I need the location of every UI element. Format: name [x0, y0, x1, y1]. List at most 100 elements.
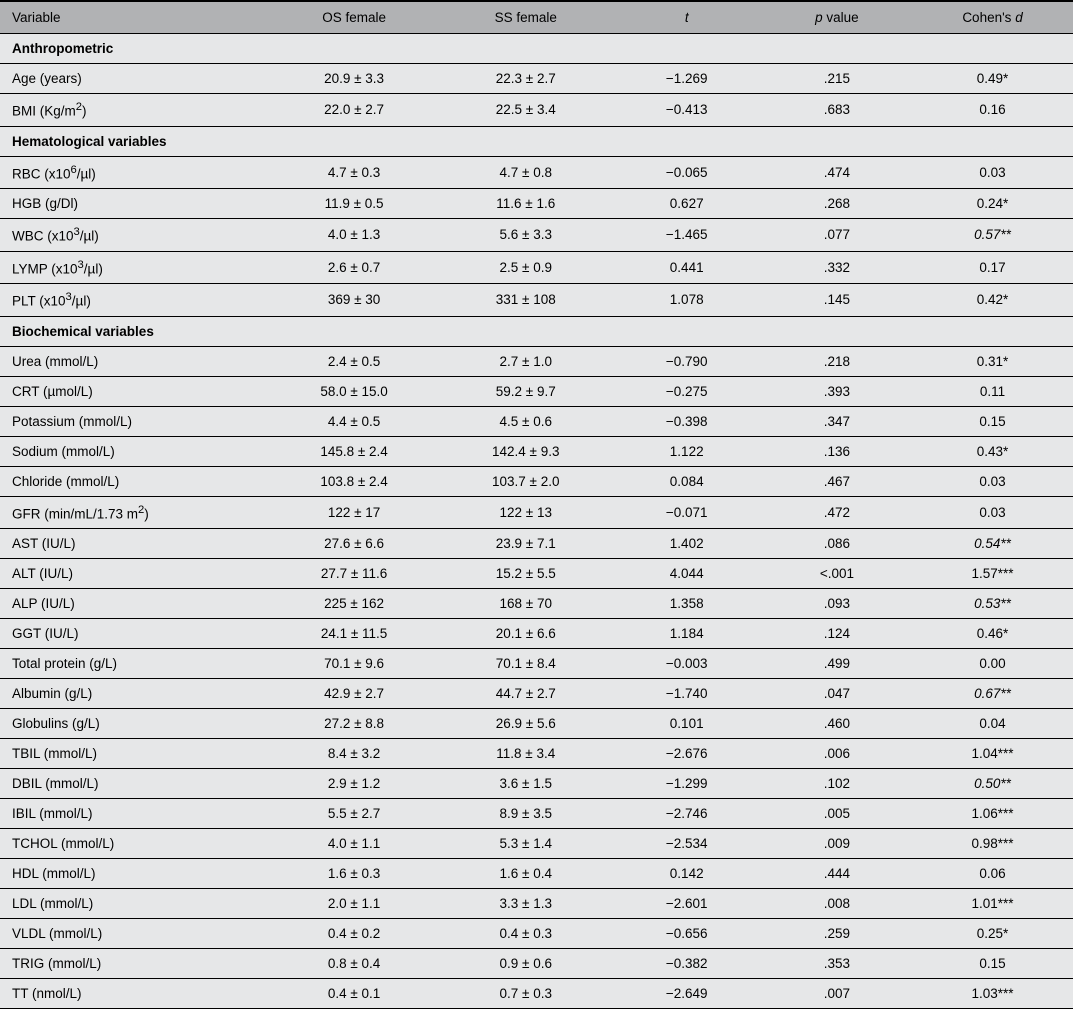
cell-p: .047	[762, 679, 912, 709]
cell-cohens-d: 0.00	[912, 649, 1073, 679]
cell-p: .268	[762, 189, 912, 219]
cell-cohens-d: 1.01***	[912, 889, 1073, 919]
cell-variable: GGT (IU/L)	[0, 619, 268, 649]
table-row: RBC (x106/µl)4.7 ± 0.34.7 ± 0.8−0.065.47…	[0, 156, 1073, 189]
cell-ss: 15.2 ± 5.5	[440, 559, 612, 589]
cell-ss: 20.1 ± 6.6	[440, 619, 612, 649]
section-title: Anthropometric	[0, 34, 1073, 64]
col-cohens-d: Cohen's d	[912, 1, 1073, 34]
cell-cohens-d: 0.46*	[912, 619, 1073, 649]
cell-variable: AST (IU/L)	[0, 529, 268, 559]
cell-cohens-d: 0.17	[912, 251, 1073, 284]
section-title: Biochemical variables	[0, 316, 1073, 346]
cell-os: 0.4 ± 0.2	[268, 919, 440, 949]
cell-os: 145.8 ± 2.4	[268, 436, 440, 466]
cell-t: 1.184	[612, 619, 762, 649]
cell-p: .086	[762, 529, 912, 559]
cell-variable: Albumin (g/L)	[0, 679, 268, 709]
cell-cohens-d: 0.03	[912, 156, 1073, 189]
cell-variable: BMI (Kg/m2)	[0, 94, 268, 127]
cell-cohens-d: 0.25*	[912, 919, 1073, 949]
cell-ss: 4.5 ± 0.6	[440, 406, 612, 436]
cell-variable: ALT (IU/L)	[0, 559, 268, 589]
table-row: TBIL (mmol/L)8.4 ± 3.211.8 ± 3.4−2.676.0…	[0, 739, 1073, 769]
cell-os: 27.7 ± 11.6	[268, 559, 440, 589]
col-variable: Variable	[0, 1, 268, 34]
cell-cohens-d: 0.50**	[912, 769, 1073, 799]
cell-ss: 11.8 ± 3.4	[440, 739, 612, 769]
cell-p: .077	[762, 219, 912, 252]
table-row: HGB (g/Dl)11.9 ± 0.511.6 ± 1.60.627.2680…	[0, 189, 1073, 219]
cell-ss: 11.6 ± 1.6	[440, 189, 612, 219]
cell-p: .215	[762, 64, 912, 94]
cell-cohens-d: 0.54**	[912, 529, 1073, 559]
cell-t: 1.358	[612, 589, 762, 619]
cell-cohens-d: 0.53**	[912, 589, 1073, 619]
cell-ss: 168 ± 70	[440, 589, 612, 619]
cell-os: 225 ± 162	[268, 589, 440, 619]
cell-os: 4.4 ± 0.5	[268, 406, 440, 436]
cell-p: .093	[762, 589, 912, 619]
cell-os: 369 ± 30	[268, 284, 440, 317]
cell-variable: Potassium (mmol/L)	[0, 406, 268, 436]
cell-p: .006	[762, 739, 912, 769]
cell-p: .332	[762, 251, 912, 284]
table-row: Chloride (mmol/L)103.8 ± 2.4103.7 ± 2.00…	[0, 466, 1073, 496]
cell-variable: TCHOL (mmol/L)	[0, 829, 268, 859]
cell-cohens-d: 0.49*	[912, 64, 1073, 94]
cell-t: 0.084	[612, 466, 762, 496]
cell-os: 122 ± 17	[268, 496, 440, 529]
cell-ss: 1.6 ± 0.4	[440, 859, 612, 889]
table-row: Total protein (g/L)70.1 ± 9.670.1 ± 8.4−…	[0, 649, 1073, 679]
cell-p: .472	[762, 496, 912, 529]
cell-cohens-d: 0.15	[912, 949, 1073, 979]
cell-p: .393	[762, 376, 912, 406]
cell-p: .102	[762, 769, 912, 799]
table-row: CRT (µmol/L)58.0 ± 15.059.2 ± 9.7−0.275.…	[0, 376, 1073, 406]
cell-t: −0.065	[612, 156, 762, 189]
table-row: Urea (mmol/L)2.4 ± 0.52.7 ± 1.0−0.790.21…	[0, 346, 1073, 376]
cell-ss: 3.6 ± 1.5	[440, 769, 612, 799]
cell-t: 1.122	[612, 436, 762, 466]
cell-variable: HDL (mmol/L)	[0, 859, 268, 889]
cell-ss: 22.5 ± 3.4	[440, 94, 612, 127]
cell-cohens-d: 0.57**	[912, 219, 1073, 252]
stats-table: Variable OS female SS female t p value C…	[0, 0, 1073, 1009]
cell-ss: 142.4 ± 9.3	[440, 436, 612, 466]
cell-cohens-d: 1.57***	[912, 559, 1073, 589]
cell-ss: 2.7 ± 1.0	[440, 346, 612, 376]
table-row: VLDL (mmol/L)0.4 ± 0.20.4 ± 0.3−0.656.25…	[0, 919, 1073, 949]
cell-ss: 331 ± 108	[440, 284, 612, 317]
table-row: Potassium (mmol/L)4.4 ± 0.54.5 ± 0.6−0.3…	[0, 406, 1073, 436]
cell-t: 0.441	[612, 251, 762, 284]
cell-p: .136	[762, 436, 912, 466]
cell-t: −0.790	[612, 346, 762, 376]
cell-os: 103.8 ± 2.4	[268, 466, 440, 496]
cell-os: 2.4 ± 0.5	[268, 346, 440, 376]
cell-os: 11.9 ± 0.5	[268, 189, 440, 219]
cell-variable: ALP (IU/L)	[0, 589, 268, 619]
cell-os: 4.7 ± 0.3	[268, 156, 440, 189]
cell-t: −2.649	[612, 979, 762, 1009]
table-row: Globulins (g/L)27.2 ± 8.826.9 ± 5.60.101…	[0, 709, 1073, 739]
cell-ss: 0.4 ± 0.3	[440, 919, 612, 949]
cell-cohens-d: 0.04	[912, 709, 1073, 739]
cell-t: −2.676	[612, 739, 762, 769]
col-ss-female: SS female	[440, 1, 612, 34]
cell-os: 27.6 ± 6.6	[268, 529, 440, 559]
cell-t: −1.269	[612, 64, 762, 94]
cell-variable: Sodium (mmol/L)	[0, 436, 268, 466]
cell-p: .005	[762, 799, 912, 829]
table-row: DBIL (mmol/L)2.9 ± 1.23.6 ± 1.5−1.299.10…	[0, 769, 1073, 799]
cell-t: −0.656	[612, 919, 762, 949]
cell-variable: WBC (x103/µl)	[0, 219, 268, 252]
table-row: ALT (IU/L)27.7 ± 11.615.2 ± 5.54.044<.00…	[0, 559, 1073, 589]
cell-os: 8.4 ± 3.2	[268, 739, 440, 769]
cell-os: 4.0 ± 1.3	[268, 219, 440, 252]
table-row: TT (nmol/L)0.4 ± 0.10.7 ± 0.3−2.649.0071…	[0, 979, 1073, 1009]
cell-ss: 8.9 ± 3.5	[440, 799, 612, 829]
cell-p: .460	[762, 709, 912, 739]
section-header: Anthropometric	[0, 34, 1073, 64]
cell-t: −2.601	[612, 889, 762, 919]
cell-os: 1.6 ± 0.3	[268, 859, 440, 889]
